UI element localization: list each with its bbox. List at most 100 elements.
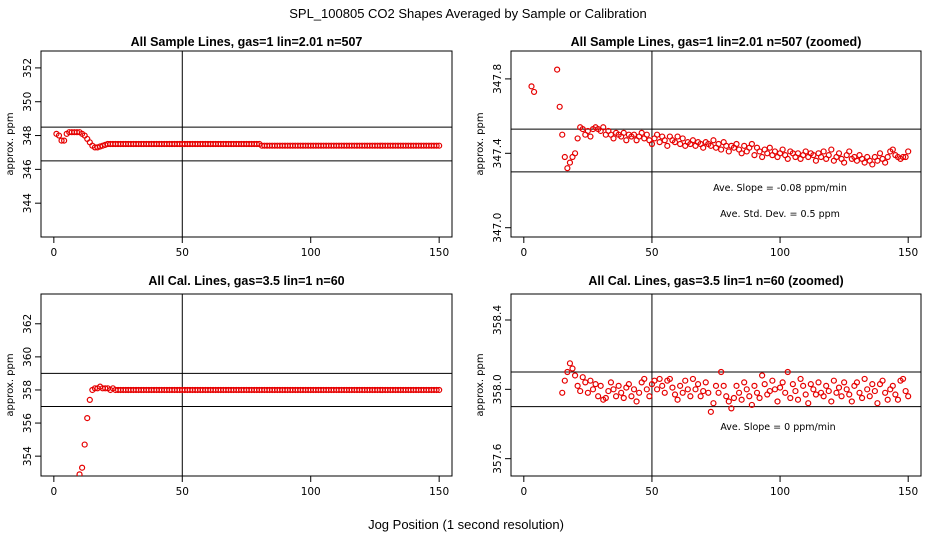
figure-xlabel: Jog Position (1 second resolution) — [368, 517, 564, 532]
x-tick-label: 150 — [898, 486, 918, 498]
data-point — [707, 142, 714, 149]
data-point — [874, 400, 881, 407]
data-point — [838, 393, 845, 400]
data-points — [53, 129, 443, 151]
data-point — [733, 140, 740, 148]
y-tick-label: 354 — [22, 446, 34, 466]
data-point — [656, 139, 663, 146]
data-point — [615, 382, 622, 389]
data-point — [689, 137, 697, 144]
data-point — [746, 393, 753, 400]
data-point — [784, 155, 791, 162]
data-point — [864, 386, 871, 393]
panel-title: All Sample Lines, gas=1 lin=2.01 n=507 — [131, 35, 363, 49]
data-point — [656, 375, 663, 383]
x-tick-label: 150 — [898, 247, 918, 259]
x-tick-label: 0 — [520, 486, 527, 498]
data-point — [564, 368, 571, 376]
x-tick-label: 50 — [176, 247, 189, 259]
data-point — [630, 131, 638, 138]
y-tick-label: 358.0 — [492, 374, 504, 404]
data-point — [436, 386, 443, 394]
data-point — [725, 148, 732, 155]
data-point — [800, 382, 807, 389]
data-point — [782, 389, 789, 396]
data-point — [769, 377, 776, 384]
data-point — [748, 401, 755, 409]
data-point — [623, 137, 630, 144]
data-point — [889, 146, 896, 153]
data-point — [571, 150, 579, 157]
data-point — [620, 394, 627, 402]
data-point — [797, 375, 804, 383]
data-point — [671, 391, 679, 398]
data-point — [625, 381, 632, 388]
data-point — [666, 375, 673, 383]
data-point — [566, 360, 574, 367]
data-point — [817, 153, 825, 161]
x-tick-label: 100 — [770, 486, 790, 498]
y-tick-label: 356 — [22, 413, 34, 433]
data-point — [702, 379, 709, 386]
data-point — [725, 398, 732, 405]
data-point — [794, 396, 802, 403]
data-point — [433, 142, 440, 149]
y-axis-label: approx. ppm — [5, 353, 16, 416]
panel-title: All Cal. Lines, gas=3.5 lin=1 n=60 — [148, 274, 344, 288]
data-point — [748, 140, 755, 148]
data-point — [648, 140, 656, 148]
data-point — [905, 393, 912, 400]
data-point — [638, 129, 645, 136]
data-point — [700, 387, 707, 395]
data-point — [848, 398, 855, 405]
data-point — [764, 150, 771, 157]
data-point — [571, 372, 579, 379]
y-tick-label: 352 — [22, 58, 34, 78]
data-point — [738, 396, 745, 403]
x-tick-label: 0 — [520, 247, 527, 259]
data-point — [899, 153, 907, 161]
y-axis-label: approx. ppm — [475, 353, 486, 416]
data-points — [76, 383, 443, 476]
data-point — [607, 379, 615, 386]
data-point — [661, 137, 668, 144]
data-point — [574, 135, 581, 142]
data-point — [812, 391, 820, 398]
y-tick-label: 362 — [22, 314, 34, 334]
data-point — [710, 137, 717, 144]
data-point — [530, 88, 538, 96]
data-point — [584, 389, 591, 396]
y-axis-label: approx. ppm — [475, 112, 486, 175]
data-point — [874, 157, 881, 164]
data-point — [561, 153, 568, 161]
data-point — [86, 396, 93, 403]
data-point — [861, 375, 868, 383]
data-point — [715, 389, 722, 396]
data-point — [720, 382, 727, 389]
data-point — [723, 142, 730, 149]
data-point — [866, 393, 873, 400]
chart-panel-2: All Sample Lines, gas=1 lin=2.01 n=507 (… — [475, 35, 922, 259]
data-point — [830, 377, 837, 384]
data-point — [759, 153, 766, 161]
data-point — [905, 148, 912, 155]
data-point — [76, 471, 83, 476]
data-point — [823, 382, 830, 389]
data-point — [751, 152, 758, 159]
data-point — [787, 394, 794, 402]
figure-title: SPL_100805 CO2 Shapes Averaged by Sample… — [289, 6, 647, 21]
data-point — [869, 381, 876, 388]
data-point — [692, 386, 699, 393]
data-point — [853, 157, 861, 164]
data-point — [618, 389, 625, 396]
data-point — [776, 384, 784, 391]
x-tick-label: 0 — [51, 247, 58, 259]
data-point — [784, 368, 791, 376]
data-point — [584, 127, 591, 135]
data-point — [802, 148, 809, 155]
chart-panel-1: All Sample Lines, gas=1 lin=2.01 n=507 0 5… — [5, 35, 453, 259]
data-point — [661, 389, 668, 396]
data-point — [684, 386, 691, 393]
data-point — [715, 140, 722, 148]
data-point — [436, 142, 443, 149]
